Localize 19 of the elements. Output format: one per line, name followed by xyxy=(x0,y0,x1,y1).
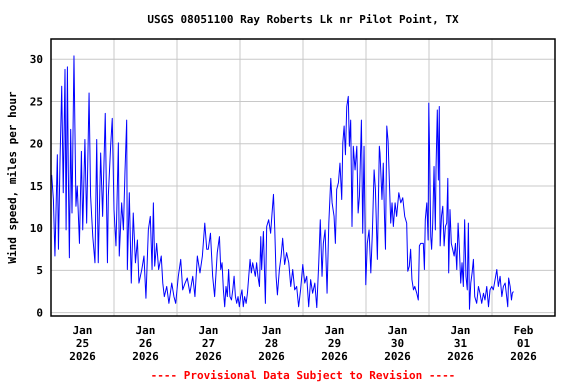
x-tick-label: Jan 25 2026 xyxy=(69,324,96,363)
x-tick-label: Jan 29 2026 xyxy=(321,324,348,363)
y-tick-label: 10 xyxy=(30,222,43,236)
x-tick-label: Jan 28 2026 xyxy=(258,324,286,363)
y-tick-label: 20 xyxy=(30,138,43,151)
y-tick-label: 25 xyxy=(30,95,43,108)
x-tick-label: Jan 30 2026 xyxy=(384,324,412,363)
x-tick-label: Jan 27 2026 xyxy=(195,324,222,363)
y-axis-title: Wind speed, miles per hour xyxy=(6,91,19,264)
y-tick-label: 0 xyxy=(36,306,43,320)
y-tick-label: 30 xyxy=(30,53,43,66)
y-tick-label: 5 xyxy=(36,264,43,278)
y-tick-label: 15 xyxy=(30,180,43,193)
chart-title: USGS 08051100 Ray Roberts Lk nr Pilot Point, TX xyxy=(147,13,460,26)
line-series xyxy=(51,55,514,310)
text: ---- Provisional Data Subject to Revision ---- xyxy=(150,369,456,382)
x-tick-label: Jan 26 2026 xyxy=(132,324,160,363)
x-tick-label: Feb 01 2026 xyxy=(510,324,538,363)
x-tick-label: Jan 31 2026 xyxy=(447,324,474,363)
